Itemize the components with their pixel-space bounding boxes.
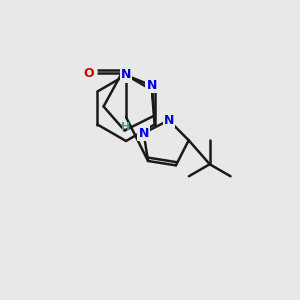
Text: H: H xyxy=(121,122,130,132)
Text: N: N xyxy=(146,79,157,92)
Text: N: N xyxy=(164,114,174,127)
Text: N: N xyxy=(121,68,131,82)
Text: O: O xyxy=(83,67,94,80)
Text: N: N xyxy=(138,127,149,140)
